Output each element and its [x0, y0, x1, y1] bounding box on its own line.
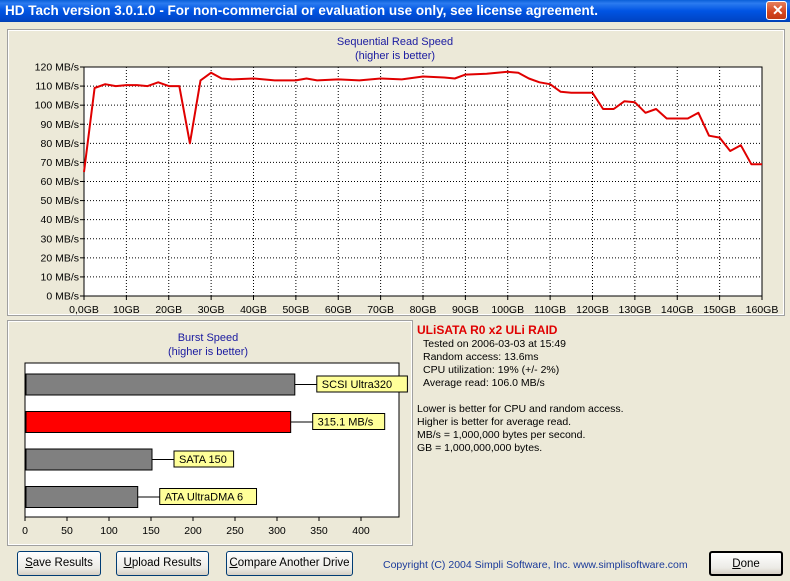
bar-chart-title: Burst Speed	[178, 332, 239, 344]
burst-bar	[25, 486, 139, 508]
note-mbs: MB/s = 1,000,000 bytes per second.	[417, 429, 586, 441]
window-title: HD Tach version 3.0.1.0 - For non-commer…	[5, 3, 598, 18]
y-tick-label: 10 MB/s	[40, 271, 79, 283]
x-tick-label: 140GB	[661, 304, 694, 316]
x-tick-label: 70GB	[367, 304, 394, 316]
bar-x-tick-label: 50	[61, 525, 73, 537]
y-tick-label: 80 MB/s	[40, 138, 79, 150]
y-tick-label: 90 MB/s	[40, 119, 79, 131]
bar-label-box	[316, 375, 408, 393]
y-tick-label: 110 MB/s	[35, 81, 79, 93]
y-tick-label: 0 MB/s	[46, 291, 79, 303]
line-chart-title: Sequential Read Speed	[337, 36, 453, 48]
bar-x-tick-label: 100	[100, 525, 118, 537]
bar-x-tick-label: 350	[310, 525, 328, 537]
burst-bar	[25, 448, 153, 471]
cpu-utilization: CPU utilization: 19% (+/- 2%)	[423, 364, 560, 376]
y-tick-label: 20 MB/s	[40, 252, 79, 264]
close-button[interactable]: ✕	[766, 1, 787, 20]
x-tick-label: 150GB	[703, 304, 736, 316]
save-results-button[interactable]: Save Results	[17, 551, 101, 576]
x-tick-label: 0,0GB	[69, 304, 99, 316]
line-chart-subtitle: (higher is better)	[355, 50, 435, 62]
bar-x-tick-label: 400	[352, 525, 370, 537]
x-tick-label: 40GB	[240, 304, 267, 316]
burst-bar	[25, 373, 296, 396]
bar-x-tick-label: 0	[22, 525, 28, 537]
bar-x-tick-label: 300	[268, 525, 286, 537]
burst-bar	[25, 411, 292, 433]
x-tick-label: 20GB	[155, 304, 182, 316]
done-button[interactable]: Done	[709, 551, 783, 576]
y-tick-label: 70 MB/s	[40, 157, 79, 169]
title-bar: HD Tach version 3.0.1.0 - For non-commer…	[0, 0, 790, 22]
bar-label: SCSI Ultra320	[322, 379, 392, 391]
sequential-panel	[7, 29, 785, 316]
note-cpu: Lower is better for CPU and random acces…	[417, 403, 624, 415]
bar-x-tick-label: 150	[142, 525, 160, 537]
bar-x-tick-label: 250	[226, 525, 244, 537]
bar-chart-subtitle: (higher is better)	[168, 346, 248, 358]
x-tick-label: 50GB	[282, 304, 309, 316]
x-tick-label: 30GB	[198, 304, 225, 316]
bar-label: 315.1 MB/s	[318, 417, 374, 429]
y-tick-label: 50 MB/s	[40, 195, 79, 207]
drive-name: ULiSATA R0 x2 ULi RAID	[417, 323, 558, 337]
tested-on: Tested on 2006-03-03 at 15:49	[423, 338, 567, 350]
x-tick-label: 60GB	[325, 304, 352, 316]
random-access: Random access: 13.6ms	[423, 351, 539, 363]
x-tick-label: 80GB	[410, 304, 437, 316]
bar-label: ATA UltraDMA 6	[165, 492, 243, 504]
y-tick-label: 40 MB/s	[40, 214, 79, 226]
x-tick-label: 130GB	[619, 304, 652, 316]
x-tick-label: 90GB	[452, 304, 479, 316]
results-info: ULiSATA R0 x2 ULi RAID Tested on 2006-03…	[417, 323, 787, 455]
bar-label-box	[173, 450, 235, 468]
x-tick-label: 100GB	[491, 304, 524, 316]
x-tick-label: 160GB	[746, 304, 779, 316]
bar-label-box	[159, 488, 258, 505]
note-gb: GB = 1,000,000,000 bytes.	[417, 442, 543, 454]
y-tick-label: 120 MB/s	[35, 62, 79, 74]
bar-x-tick-label: 200	[184, 525, 202, 537]
upload-results-button[interactable]: Upload Results	[116, 551, 209, 576]
bar-label-box	[312, 413, 386, 430]
copyright-text: Copyright (C) 2004 Simpli Software, Inc.…	[383, 559, 688, 571]
note-average: Higher is better for average read.	[417, 416, 572, 428]
y-tick-label: 30 MB/s	[40, 233, 79, 245]
y-tick-label: 100 MB/s	[35, 100, 79, 112]
average-read: Average read: 106.0 MB/s	[423, 377, 545, 389]
x-tick-label: 120GB	[576, 304, 609, 316]
close-icon: ✕	[772, 2, 784, 18]
compare-drive-button[interactable]: Compare Another Drive	[226, 551, 353, 576]
y-tick-label: 60 MB/s	[40, 176, 79, 188]
x-tick-label: 10GB	[113, 304, 140, 316]
burst-panel	[7, 320, 413, 546]
bar-label: SATA 150	[179, 454, 227, 466]
read-speed-line	[83, 70, 762, 173]
x-tick-label: 110GB	[534, 304, 566, 316]
